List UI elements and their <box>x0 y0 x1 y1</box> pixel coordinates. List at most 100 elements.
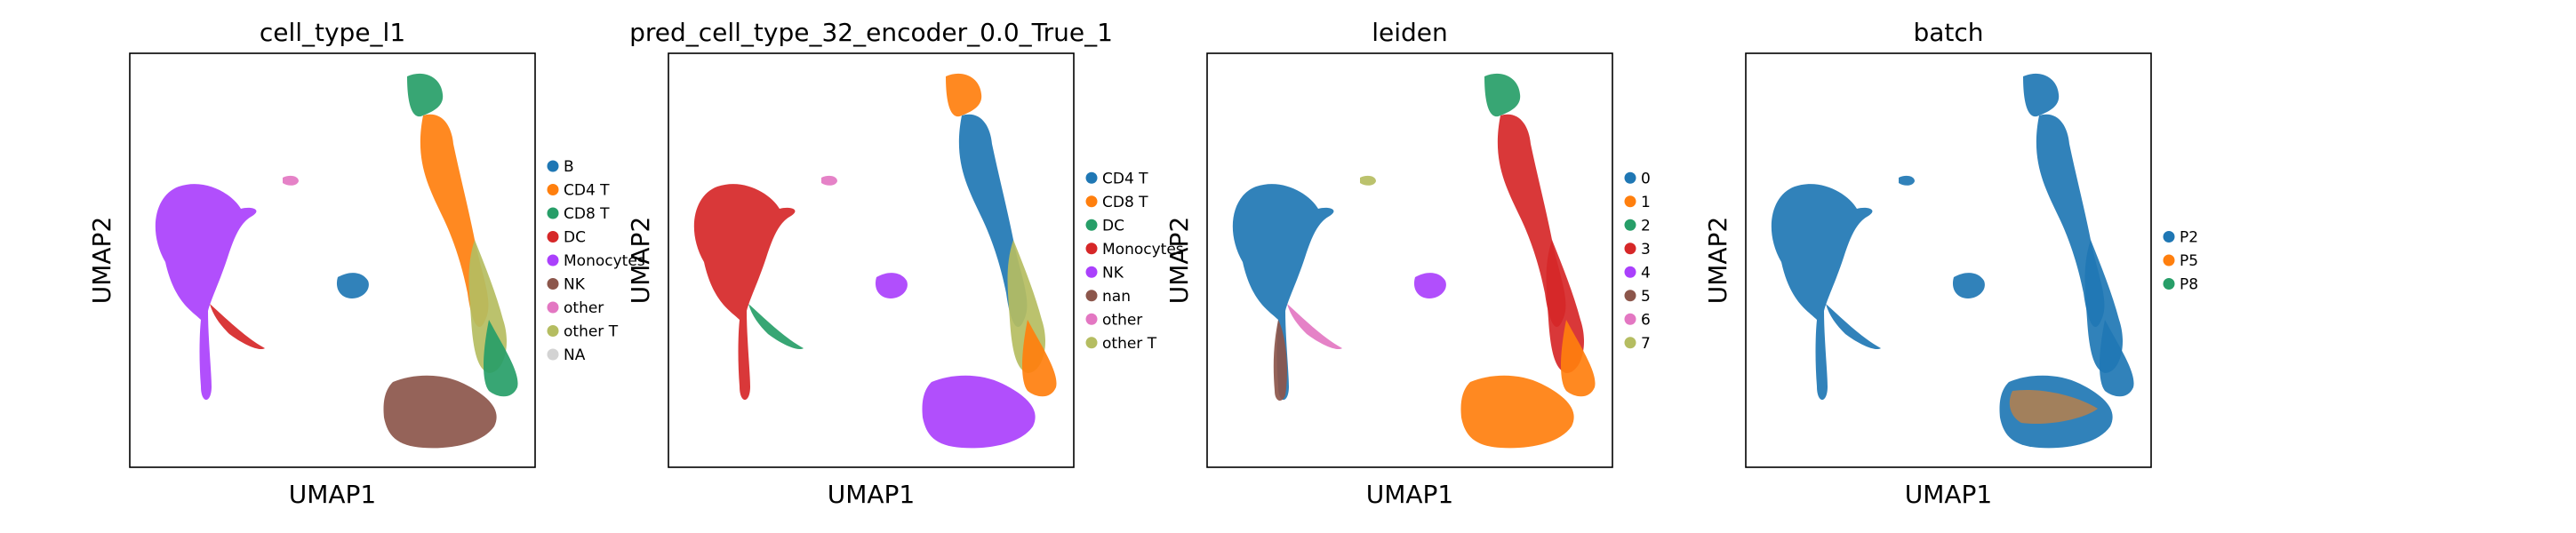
cluster-b <box>336 273 369 298</box>
legend-marker <box>547 278 559 290</box>
legend-marker <box>1624 171 1636 184</box>
legend-label: 2 <box>1641 217 1651 235</box>
panel-3: leiden UMAP1 UMAP2 0 1 2 3 4 5 6 7 <box>1164 18 1651 509</box>
cluster-monocytes <box>155 184 257 400</box>
x-axis-label: UMAP1 <box>1905 480 1993 509</box>
legend-label: other T <box>1102 335 1157 353</box>
legend-marker <box>547 184 559 195</box>
cluster-cd8-t <box>484 320 518 397</box>
plot-frame <box>129 52 536 468</box>
legend: 0 1 2 3 4 5 6 7 <box>1624 170 1651 353</box>
panel-4: batch UMAP1 UMAP2 P2 P5 P8 <box>1703 18 2198 509</box>
cluster-p2 <box>2100 320 2134 397</box>
legend-marker <box>2163 231 2175 243</box>
cluster-p2 <box>1952 273 1985 298</box>
cluster-cd8-t <box>1022 320 1057 397</box>
cluster-4 <box>1413 273 1446 298</box>
legend-marker <box>547 160 559 172</box>
cluster-p2 <box>2023 73 2060 117</box>
panel-title: pred_cell_type_32_encoder_0.0_True_1 <box>629 18 1113 47</box>
legend: B CD4 T CD8 T DC Monocytes NK other other T NA <box>547 158 645 364</box>
legend-marker <box>1085 337 1098 349</box>
legend-marker <box>1624 337 1636 349</box>
legend-label: DC <box>1102 217 1124 235</box>
legend-label: 0 <box>1641 170 1651 187</box>
cluster-p2 <box>1771 184 1873 400</box>
x-axis-label: UMAP1 <box>828 480 916 509</box>
legend-marker <box>547 231 559 243</box>
legend-label: 1 <box>1641 194 1651 211</box>
legend-label: other <box>1102 311 1142 329</box>
legend-marker <box>1624 266 1636 278</box>
legend-label: other T <box>564 323 619 341</box>
legend-label: 7 <box>1641 335 1651 353</box>
scatter-area <box>1771 73 2134 449</box>
panel-title: leiden <box>1372 18 1448 47</box>
legend-label: 6 <box>1641 311 1651 329</box>
legend-label: 5 <box>1641 288 1651 306</box>
cluster-cd8-t <box>407 73 444 117</box>
cluster-7 <box>1360 175 1376 186</box>
legend-marker <box>1085 313 1098 325</box>
cluster-cd8-t <box>946 73 982 117</box>
legend-label: Monocytes <box>1102 241 1184 259</box>
legend-label: 4 <box>1641 264 1651 282</box>
legend-marker <box>547 325 559 337</box>
legend-label: CD8 T <box>1102 194 1148 211</box>
legend-marker <box>2163 278 2175 290</box>
legend-marker <box>547 254 559 266</box>
legend-marker <box>1085 266 1098 278</box>
legend-label: P5 <box>2180 252 2198 270</box>
cluster-1 <box>1460 375 1574 449</box>
panel-title: cell_type_l1 <box>260 18 405 47</box>
cluster-p2 <box>1899 175 1915 186</box>
cluster-5 <box>1273 320 1287 402</box>
legend-marker <box>1624 243 1636 255</box>
cluster-nk <box>383 375 497 449</box>
legend-marker <box>1085 243 1098 255</box>
x-axis-label: UMAP1 <box>1366 480 1454 509</box>
cluster-other <box>821 175 837 186</box>
legend-marker <box>1624 195 1636 208</box>
plot-frame <box>1745 52 2152 468</box>
legend-label: nan <box>1102 288 1131 306</box>
legend-marker <box>1624 313 1636 325</box>
legend-marker <box>547 348 559 361</box>
legend-marker <box>1624 290 1636 302</box>
panel-1: cell_type_l1 UMAP1 UMAP2 B CD4 T CD8 T DC Monoc… <box>87 18 645 509</box>
legend-marker <box>1085 219 1098 231</box>
cluster-other <box>283 175 299 186</box>
legend-marker <box>1624 219 1636 231</box>
cluster-nk <box>875 273 908 298</box>
y-axis-label: UMAP2 <box>1164 217 1194 305</box>
legend-label: 3 <box>1641 241 1651 259</box>
cluster-dc <box>210 304 265 350</box>
cluster-p5 <box>2009 389 2098 425</box>
y-axis-label: UMAP2 <box>1703 217 1732 305</box>
plot-frame <box>668 52 1075 468</box>
x-axis-label: UMAP1 <box>289 480 377 509</box>
cluster-p2 <box>1826 304 1881 350</box>
legend-label: DC <box>564 229 586 247</box>
scatter-area <box>155 73 518 449</box>
scatter-area <box>1232 73 1596 449</box>
cluster-dc <box>748 304 804 350</box>
plot-frame <box>1206 52 1613 468</box>
y-axis-label: UMAP2 <box>626 217 655 305</box>
legend-label: P8 <box>2180 276 2198 294</box>
cluster-nk <box>922 375 1036 449</box>
cluster-2 <box>1484 73 1521 117</box>
legend-marker <box>547 207 559 219</box>
y-axis-label: UMAP2 <box>87 217 116 305</box>
legend: P2 P5 P8 <box>2163 229 2198 294</box>
legend-label: other <box>564 299 604 317</box>
legend-label: NA <box>564 346 586 364</box>
legend-marker <box>2163 254 2175 266</box>
cluster-1 <box>1561 320 1596 397</box>
legend-marker <box>1085 171 1098 184</box>
cluster-monocytes <box>693 184 796 400</box>
legend-marker <box>1085 290 1098 302</box>
legend-label: CD8 T <box>564 205 610 223</box>
scatter-area <box>693 73 1057 449</box>
